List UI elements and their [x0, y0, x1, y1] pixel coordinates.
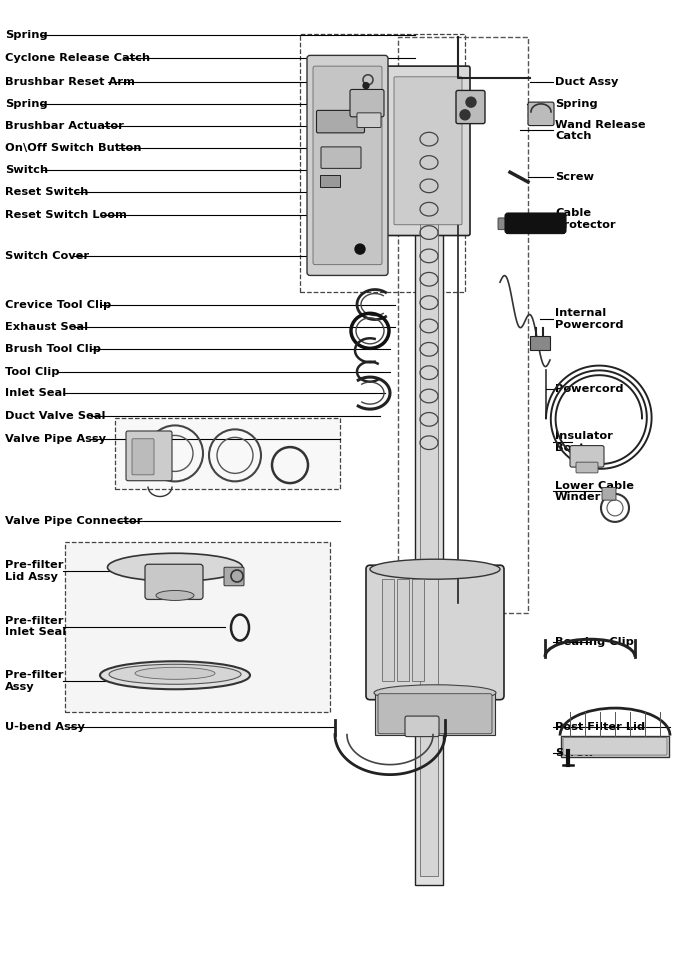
- Text: Insulator
Boot: Insulator Boot: [555, 431, 613, 452]
- Text: Powercord: Powercord: [555, 384, 624, 394]
- FancyBboxPatch shape: [307, 55, 388, 275]
- Text: Pre-filter
Lid Assy: Pre-filter Lid Assy: [5, 560, 64, 582]
- Bar: [382, 579, 394, 681]
- Text: Switch Cover: Switch Cover: [5, 251, 89, 261]
- FancyBboxPatch shape: [132, 439, 154, 475]
- Text: Valve Pipe Connector: Valve Pipe Connector: [5, 516, 142, 525]
- Bar: [320, 175, 340, 187]
- Ellipse shape: [135, 667, 215, 679]
- Bar: [397, 579, 409, 681]
- FancyBboxPatch shape: [357, 113, 381, 127]
- Bar: [412, 579, 424, 681]
- Bar: [561, 736, 669, 757]
- Text: Post Filter Lid: Post Filter Lid: [555, 722, 645, 732]
- FancyBboxPatch shape: [321, 147, 361, 168]
- FancyBboxPatch shape: [224, 567, 244, 586]
- Circle shape: [466, 97, 476, 107]
- Bar: [530, 336, 550, 350]
- Text: Cyclone Release Catch: Cyclone Release Catch: [5, 54, 150, 63]
- Ellipse shape: [109, 665, 241, 684]
- FancyBboxPatch shape: [313, 66, 382, 265]
- Text: Brushbar Actuator: Brushbar Actuator: [5, 122, 124, 131]
- Text: Brushbar Reset Arm: Brushbar Reset Arm: [5, 77, 135, 87]
- FancyBboxPatch shape: [602, 487, 616, 500]
- FancyBboxPatch shape: [498, 218, 514, 230]
- FancyBboxPatch shape: [350, 90, 384, 117]
- Text: Valve Pipe Assy: Valve Pipe Assy: [5, 434, 106, 444]
- Text: Crevice Tool Clip: Crevice Tool Clip: [5, 300, 111, 309]
- Text: Reset Switch Loom: Reset Switch Loom: [5, 210, 127, 220]
- Circle shape: [355, 244, 365, 254]
- FancyBboxPatch shape: [378, 694, 492, 734]
- Ellipse shape: [100, 662, 250, 689]
- FancyBboxPatch shape: [394, 77, 462, 225]
- FancyBboxPatch shape: [126, 431, 172, 481]
- Bar: [300, 34, 465, 292]
- Text: Switch: Switch: [5, 165, 48, 175]
- Ellipse shape: [370, 559, 500, 579]
- Text: Cable
Protector: Cable Protector: [555, 208, 615, 230]
- Text: Tool Clip: Tool Clip: [5, 367, 60, 377]
- Bar: [420, 175, 438, 876]
- Text: Reset Switch: Reset Switch: [5, 187, 88, 197]
- Text: Pre-filter
Assy: Pre-filter Assy: [5, 670, 64, 692]
- Text: Exhaust Seal: Exhaust Seal: [5, 322, 88, 332]
- Bar: [415, 165, 443, 885]
- Text: Spring: Spring: [5, 30, 48, 40]
- Text: On\Off Switch Button: On\Off Switch Button: [5, 143, 141, 153]
- Bar: [398, 37, 528, 613]
- FancyBboxPatch shape: [563, 738, 667, 755]
- FancyBboxPatch shape: [316, 110, 365, 133]
- Bar: [115, 418, 340, 489]
- Text: Screw: Screw: [555, 172, 594, 182]
- Text: Inlet Seal: Inlet Seal: [5, 388, 66, 398]
- Text: Brush Tool Clip: Brush Tool Clip: [5, 344, 101, 354]
- FancyBboxPatch shape: [570, 446, 604, 467]
- Text: Lower Cable
Winder: Lower Cable Winder: [555, 481, 634, 502]
- Text: Internal
Powercord: Internal Powercord: [555, 308, 624, 330]
- FancyBboxPatch shape: [505, 213, 566, 234]
- Text: Wand Release
Catch: Wand Release Catch: [555, 120, 645, 141]
- Text: Spring: Spring: [555, 99, 598, 109]
- FancyBboxPatch shape: [405, 716, 439, 737]
- Bar: [65, 542, 330, 712]
- FancyBboxPatch shape: [386, 66, 470, 235]
- Text: Duct Assy: Duct Assy: [555, 77, 618, 87]
- Circle shape: [363, 83, 369, 89]
- FancyBboxPatch shape: [145, 564, 203, 599]
- Bar: [375, 691, 495, 735]
- Ellipse shape: [108, 554, 242, 581]
- FancyBboxPatch shape: [366, 565, 504, 700]
- FancyBboxPatch shape: [576, 462, 598, 473]
- Text: Duct Valve Seal: Duct Valve Seal: [5, 412, 106, 421]
- Text: U-bend Assy: U-bend Assy: [5, 722, 85, 732]
- Text: Bearing Clip: Bearing Clip: [555, 637, 634, 647]
- FancyBboxPatch shape: [456, 90, 485, 124]
- Circle shape: [460, 110, 470, 120]
- Ellipse shape: [374, 685, 496, 701]
- FancyBboxPatch shape: [528, 102, 554, 126]
- Ellipse shape: [156, 591, 194, 600]
- Text: Spring: Spring: [5, 99, 48, 109]
- Text: Pre-filter
Inlet Seal: Pre-filter Inlet Seal: [5, 616, 66, 637]
- Text: Screw: Screw: [555, 748, 594, 758]
